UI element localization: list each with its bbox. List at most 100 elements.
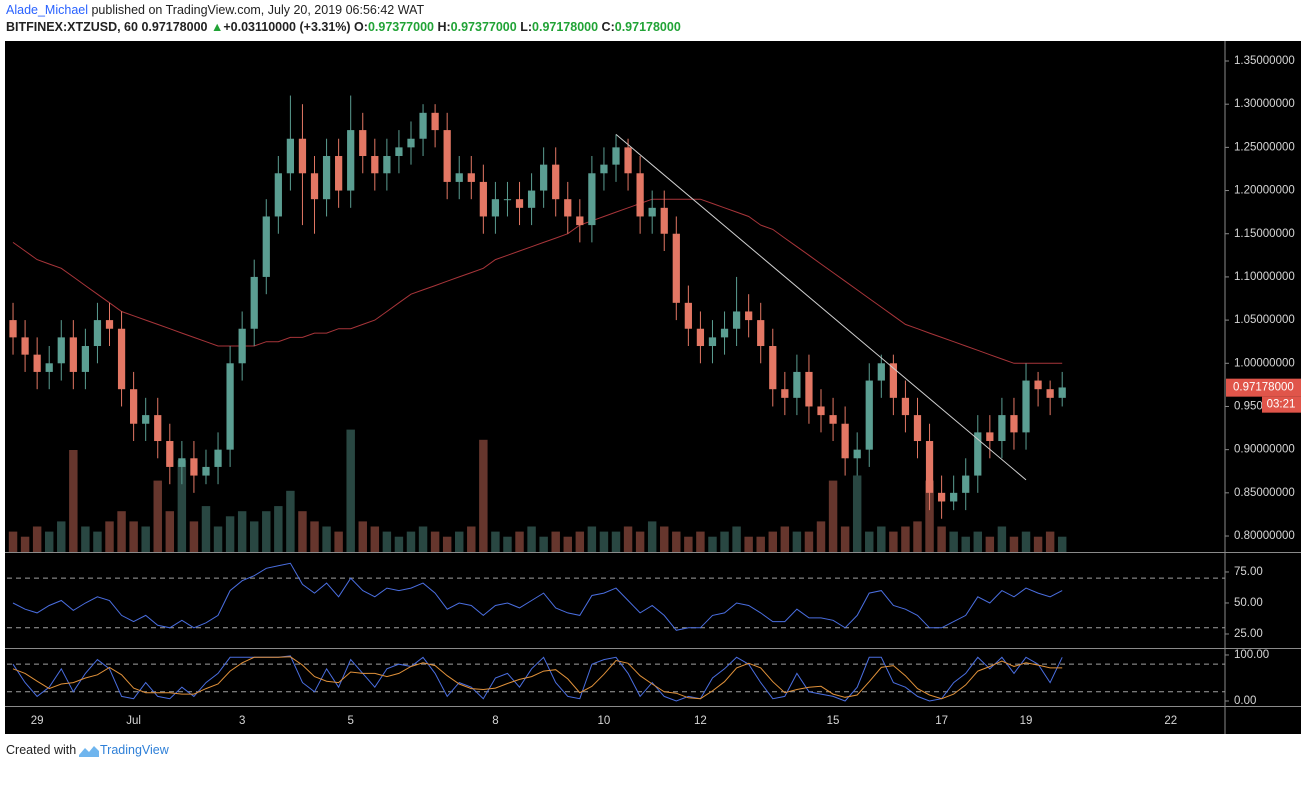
y-tick-label: 1.20000000	[1234, 185, 1295, 197]
volume-bar	[479, 439, 488, 552]
volume-bar	[961, 536, 970, 552]
candle-body	[81, 346, 90, 372]
y-tick-label: 1.00000000	[1234, 357, 1295, 369]
candle-body	[371, 156, 379, 174]
candle-body	[853, 449, 861, 459]
volume-bar	[913, 521, 922, 552]
volume-bar	[539, 536, 548, 552]
y-tick-label: 1.25000000	[1234, 141, 1295, 153]
author[interactable]: Alade_Michael	[6, 3, 88, 17]
volume-bar	[635, 531, 645, 552]
candle-body	[407, 138, 415, 148]
y-tick-label: 1.05000000	[1234, 314, 1295, 326]
volume-bar	[117, 511, 126, 552]
candle-body	[57, 337, 65, 364]
x-tick-label: 17	[935, 715, 948, 727]
y-tick-label: 0.85000000	[1234, 487, 1295, 499]
candle-body	[1058, 387, 1066, 398]
volume-bar	[491, 531, 500, 552]
y-tick-label: 0.00	[1234, 695, 1256, 707]
volume-bar	[394, 536, 404, 552]
h-label: H:	[437, 20, 451, 34]
candle-body	[214, 449, 222, 467]
volume-bar	[249, 521, 259, 552]
candle-body	[142, 415, 150, 424]
x-tick-label: 5	[347, 715, 353, 727]
volume-bar	[937, 526, 946, 552]
volume-bar	[382, 531, 392, 552]
countdown-box	[1262, 396, 1301, 413]
brand[interactable]: TradingView	[100, 743, 169, 757]
candle-body	[552, 164, 560, 200]
candle-body	[431, 112, 439, 131]
candle-body	[117, 328, 126, 390]
volume-bar	[358, 521, 367, 552]
y-tick-label: 0.80000000	[1234, 530, 1295, 542]
candle-body	[793, 371, 801, 398]
candle-body	[515, 199, 524, 208]
candle-body	[1010, 415, 1018, 433]
volume-bar	[708, 536, 717, 552]
candle-body	[395, 147, 403, 157]
volume-bar	[973, 531, 983, 552]
candle-body	[817, 406, 825, 416]
volume-bar	[792, 531, 802, 552]
candle-body	[660, 207, 668, 234]
volume-bar	[720, 531, 729, 552]
candle-body	[359, 130, 367, 157]
volume-bar	[129, 521, 138, 552]
x-tick-label: Jul	[126, 715, 141, 727]
candle-body	[600, 164, 608, 174]
volume-bar	[611, 531, 621, 552]
candle-body	[310, 173, 319, 200]
volume-bar	[467, 526, 476, 552]
x-tick-label: 15	[827, 715, 840, 727]
candle-body	[588, 173, 596, 226]
created-with: Created with	[6, 743, 77, 757]
c-value: 0.97178000	[614, 20, 681, 34]
volume-bar	[515, 531, 524, 552]
o-label: O:	[354, 20, 368, 34]
o-value: 0.97377000	[367, 20, 434, 34]
volume-bar	[575, 531, 585, 552]
candle-body	[913, 415, 922, 442]
volume-bar	[93, 531, 102, 552]
volume-bar	[985, 536, 995, 552]
volume-bar	[840, 526, 850, 552]
x-tick-label: 29	[31, 715, 44, 727]
volume-bar	[370, 526, 380, 552]
volume-bar	[1045, 531, 1055, 552]
candle-body	[455, 173, 463, 182]
candle-body	[720, 328, 729, 338]
candle-body	[684, 302, 692, 329]
candle-body	[250, 276, 258, 329]
candle-body	[564, 199, 572, 217]
volume-bar	[262, 511, 271, 552]
volume-bar	[804, 531, 814, 552]
volume-bar	[852, 475, 862, 552]
volume-bar	[298, 511, 307, 552]
y-tick-label: 75.00	[1234, 566, 1263, 578]
volume-bar	[430, 531, 440, 552]
candle-body	[696, 328, 705, 347]
volume-bar	[997, 526, 1007, 552]
c-label: C:	[601, 20, 615, 34]
candle-body	[443, 130, 451, 182]
candle-body	[9, 320, 17, 338]
candle-body	[178, 458, 186, 467]
candle-body	[829, 415, 837, 424]
volume-bar	[901, 526, 910, 552]
volume-bar	[418, 526, 428, 552]
candle-body	[286, 138, 295, 174]
symbol-line: BITFINEX:XTZUSD, 60 0.97178000 ▲+0.03110…	[6, 20, 681, 34]
volume-bar	[334, 531, 343, 552]
volume-bar	[756, 536, 765, 552]
candle-body	[419, 112, 427, 139]
brand-logo	[79, 746, 99, 757]
volume-bar	[346, 429, 355, 552]
candle-body	[479, 181, 487, 217]
volume-bar	[696, 531, 705, 552]
candle-body	[805, 371, 813, 407]
candle-body	[527, 190, 536, 208]
candle-body	[45, 363, 53, 372]
